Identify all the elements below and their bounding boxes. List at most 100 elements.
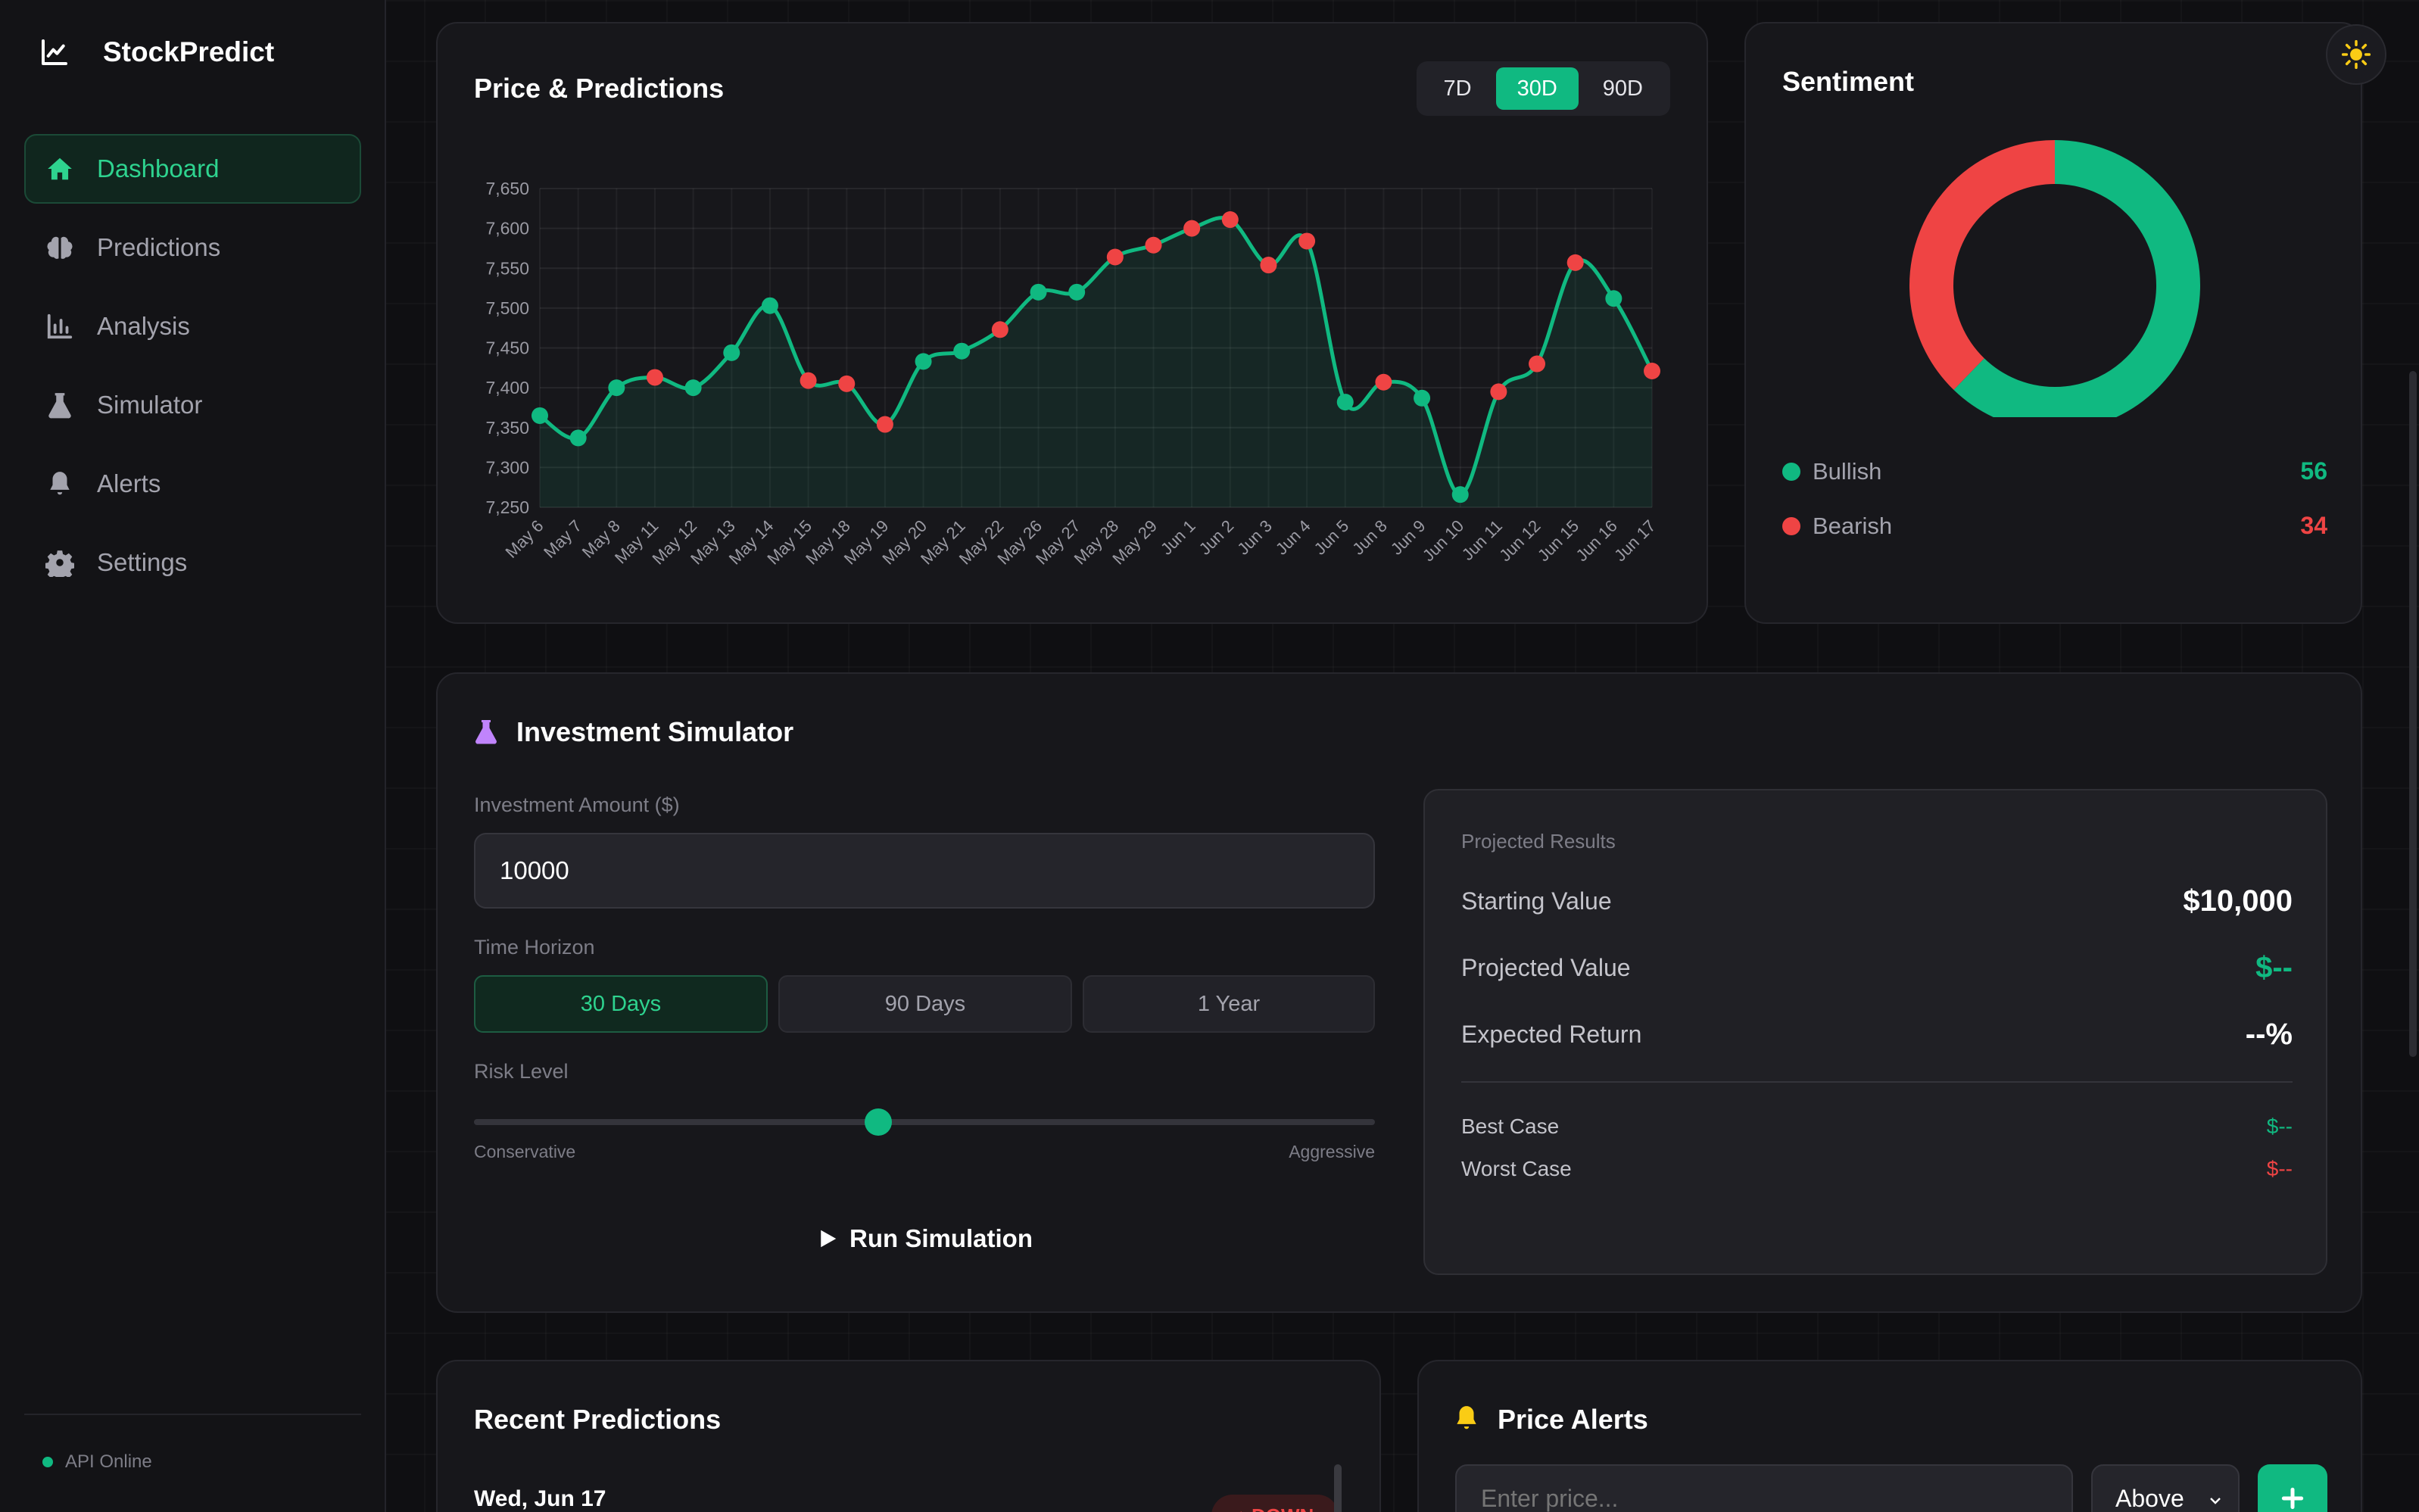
alert-price-input[interactable] — [1455, 1464, 2073, 1512]
data-point[interactable] — [838, 375, 856, 392]
x-tick-label: Jun 15 — [1534, 516, 1582, 565]
brand[interactable]: StockPredict — [39, 36, 274, 68]
horizon-label: Time Horizon — [474, 936, 595, 959]
bearish-label: Bearish — [1813, 512, 1893, 539]
price-predictions-card: Price & Predictions 7D 30D 90D 7,650 7,60… — [436, 22, 1708, 624]
y-tick-label: 7,500 — [485, 298, 529, 318]
risk-min-label: Conservative — [474, 1142, 576, 1161]
y-tick-label: 7,250 — [485, 497, 529, 517]
x-tick-label: Jun 2 — [1195, 516, 1238, 559]
horizon-1-year-button[interactable]: 1 Year — [1083, 975, 1375, 1033]
data-point[interactable] — [646, 369, 663, 386]
nav-item-settings[interactable]: Settings — [24, 528, 361, 597]
nav-item-simulator[interactable]: Simulator — [24, 370, 361, 440]
nav-item-predictions[interactable]: Predictions — [24, 213, 361, 282]
y-tick-label: 7,550 — [485, 258, 529, 278]
data-point[interactable] — [1068, 283, 1086, 301]
projected-value-label: Projected Value — [1461, 954, 1631, 981]
data-point[interactable] — [1145, 236, 1162, 254]
nav-item-alerts[interactable]: Alerts — [24, 449, 361, 519]
data-point[interactable] — [1336, 394, 1354, 411]
range-30d-button[interactable]: 30D — [1495, 67, 1579, 110]
data-point[interactable] — [684, 379, 702, 397]
sidebar: StockPredict Dashboard Predictions Analy… — [0, 0, 386, 1512]
bar-chart-icon — [47, 313, 73, 339]
x-tick-label: Jun 8 — [1348, 516, 1391, 559]
horizon-90-days-button[interactable]: 90 Days — [778, 975, 1072, 1033]
bullish-dot — [1782, 462, 1800, 481]
data-point[interactable] — [876, 416, 893, 433]
run-simulation-label: Run Simulation — [849, 1224, 1033, 1252]
recent-predictions-title: Recent Predictions — [474, 1404, 722, 1435]
theme-toggle-button[interactable] — [2326, 24, 2386, 85]
bullish-value: 56 — [2300, 457, 2327, 485]
nav-label: Alerts — [97, 469, 161, 497]
data-point[interactable] — [608, 379, 625, 397]
series-area — [540, 217, 1652, 507]
data-point[interactable] — [991, 321, 1008, 338]
data-point[interactable] — [1529, 355, 1546, 373]
data-point[interactable] — [1106, 248, 1124, 266]
direction-badge: ↓ DOWN — [1211, 1495, 1339, 1512]
alert-direction-select[interactable]: Above — [2091, 1464, 2240, 1512]
range-90d-button[interactable]: 90D — [1602, 76, 1643, 101]
data-point[interactable] — [723, 344, 740, 361]
bearish-dot — [1782, 516, 1800, 535]
nav-label: Simulator — [97, 391, 203, 419]
y-tick-label: 7,400 — [485, 378, 529, 397]
risk-label: Risk Level — [474, 1060, 569, 1083]
starting-value: $10,000 — [2183, 884, 2293, 918]
data-point[interactable] — [761, 297, 778, 314]
list-scrollbar[interactable] — [1334, 1464, 1342, 1512]
risk-slider-track[interactable] — [474, 1119, 1375, 1125]
data-point[interactable] — [915, 353, 932, 370]
investment-amount-input[interactable] — [474, 833, 1375, 909]
data-point[interactable] — [800, 372, 817, 389]
x-tick-label: Jun 4 — [1272, 516, 1314, 559]
data-point[interactable] — [1221, 211, 1239, 229]
recent-predictions-card: Recent Predictions Wed, Jun 17 ↓ DOWN — [436, 1360, 1381, 1512]
data-point[interactable] — [1566, 254, 1584, 271]
data-point[interactable] — [569, 429, 587, 447]
nav-item-dashboard[interactable]: Dashboard — [24, 134, 361, 204]
data-point[interactable] — [1260, 257, 1277, 274]
brain-icon — [47, 236, 73, 259]
projected-value: $-- — [2255, 951, 2293, 984]
data-point[interactable] — [1605, 290, 1623, 307]
bell-icon — [1457, 1406, 1476, 1429]
data-point[interactable] — [1030, 283, 1047, 301]
nav-label: Dashboard — [97, 154, 220, 182]
bullish-label: Bullish — [1813, 457, 1882, 485]
range-7d-button[interactable]: 7D — [1443, 76, 1472, 101]
data-point[interactable] — [1183, 220, 1201, 237]
data-point[interactable] — [1298, 232, 1316, 250]
best-case-label: Best Case — [1461, 1115, 1560, 1138]
y-tick-label: 7,650 — [485, 179, 529, 198]
data-point[interactable] — [531, 407, 548, 424]
horizon-30-days-button[interactable]: 30 Days — [474, 975, 768, 1033]
data-point[interactable] — [1375, 373, 1392, 391]
best-case-row: Best Case $-- — [1461, 1115, 2293, 1139]
nav-label: Predictions — [97, 233, 221, 261]
range-selector: 7D 30D 90D — [1416, 61, 1670, 116]
sentiment-card: Sentiment Bullish 56 Bearish 34 — [1744, 22, 2362, 624]
alert-direction-value: Above — [2115, 1484, 2184, 1512]
y-tick-label: 7,600 — [485, 219, 529, 238]
y-tick-label: 7,450 — [485, 338, 529, 358]
add-alert-button[interactable] — [2258, 1464, 2327, 1512]
expected-return-row: Expected Return --% — [1461, 1018, 2293, 1052]
page-scrollbar[interactable] — [2409, 371, 2417, 1057]
data-point[interactable] — [1451, 486, 1469, 503]
trend-chart-icon — [42, 39, 67, 65]
data-point[interactable] — [953, 342, 971, 360]
risk-slider-handle[interactable] — [865, 1108, 892, 1136]
nav-item-analysis[interactable]: Analysis — [24, 291, 361, 361]
data-point[interactable] — [1490, 383, 1507, 401]
x-tick-label: Jun 16 — [1572, 516, 1620, 565]
donut-slice-bearish[interactable] — [1909, 140, 2200, 417]
run-simulation-button[interactable]: Run Simulation — [816, 1211, 1033, 1266]
data-point[interactable] — [1644, 363, 1660, 380]
bearish-value: 34 — [2300, 512, 2327, 539]
home-icon — [48, 157, 72, 180]
data-point[interactable] — [1414, 389, 1431, 407]
